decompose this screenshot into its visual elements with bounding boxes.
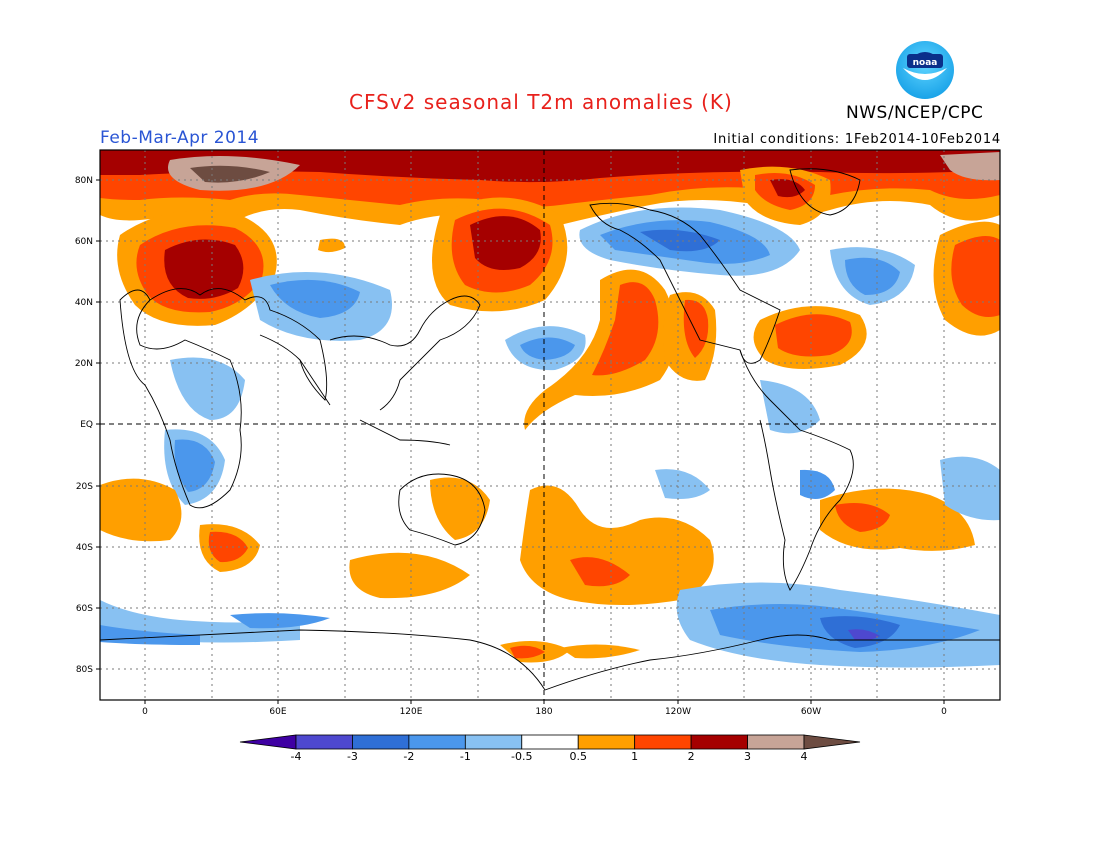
longitude-labels: 0 60E 120E 180 120W 60W 0: [142, 700, 947, 717]
colorbar-label: -4: [291, 750, 302, 763]
colorbar-high-arrow: [803, 734, 861, 750]
colorbar-label: -0.5: [511, 750, 532, 763]
colorbar-label: 2: [688, 750, 695, 763]
grid-lines: [100, 150, 1000, 700]
colorbar-label: -3: [347, 750, 358, 763]
noaa-logo-text: noaa: [913, 58, 938, 68]
lat-label: 60N: [75, 237, 93, 247]
equator-dateline: [100, 150, 1000, 700]
season-label: Feb-Mar-Apr 2014: [100, 128, 260, 148]
colorbar-swatch: [295, 734, 353, 750]
agency-label: NWS/NCEP/CPC: [846, 103, 984, 123]
lon-label: 180: [535, 707, 552, 717]
noaa-logo: noaa: [896, 41, 954, 99]
colorbar-swatch: [352, 734, 410, 750]
lat-label: 80N: [75, 176, 93, 186]
colorbar: -4 -3 -2 -1 -0.5 0.5 1 2 3 4: [239, 734, 861, 763]
lon-label: 0: [941, 707, 947, 717]
lon-label: 120E: [400, 707, 423, 717]
map-frame: [99, 149, 1001, 701]
coastlines: [99, 168, 1000, 691]
chart-title: CFSv2 seasonal T2m anomalies (K): [349, 90, 733, 114]
lat-label: EQ: [80, 420, 93, 430]
colorbar-low-arrow: [239, 734, 297, 750]
lon-label: 120W: [665, 707, 691, 717]
lon-label: 0: [142, 707, 148, 717]
colorbar-swatch: [408, 734, 466, 750]
colorbar-label: -2: [403, 750, 414, 763]
lat-label: 40N: [75, 298, 93, 308]
colorbar-label: -1: [460, 750, 471, 763]
lat-label: 40S: [76, 543, 93, 553]
anomaly-fields: [100, 150, 1000, 700]
lat-label: 20S: [76, 482, 93, 492]
colorbar-label: 3: [744, 750, 751, 763]
latitude-labels: 80N 60N 40N 20N EQ 20S 40S 60S 80S: [75, 176, 100, 675]
lon-label: 60W: [801, 707, 821, 717]
initial-conditions-label: Initial conditions: 1Feb2014-10Feb2014: [713, 132, 1001, 147]
colorbar-swatch: [690, 734, 748, 750]
lat-label: 80S: [76, 665, 93, 675]
colorbar-swatch: [577, 734, 636, 750]
colorbar-swatch: [464, 734, 523, 750]
colorbar-label: 4: [801, 750, 808, 763]
colorbar-swatch: [634, 734, 692, 750]
lat-label: 20N: [75, 359, 93, 369]
colorbar-swatch: [521, 734, 579, 750]
colorbar-swatch: [747, 734, 805, 750]
lat-label: 60S: [76, 604, 93, 614]
colorbar-label: 1: [631, 750, 638, 763]
colorbar-label: 0.5: [569, 750, 587, 763]
lon-label: 60E: [269, 707, 286, 717]
